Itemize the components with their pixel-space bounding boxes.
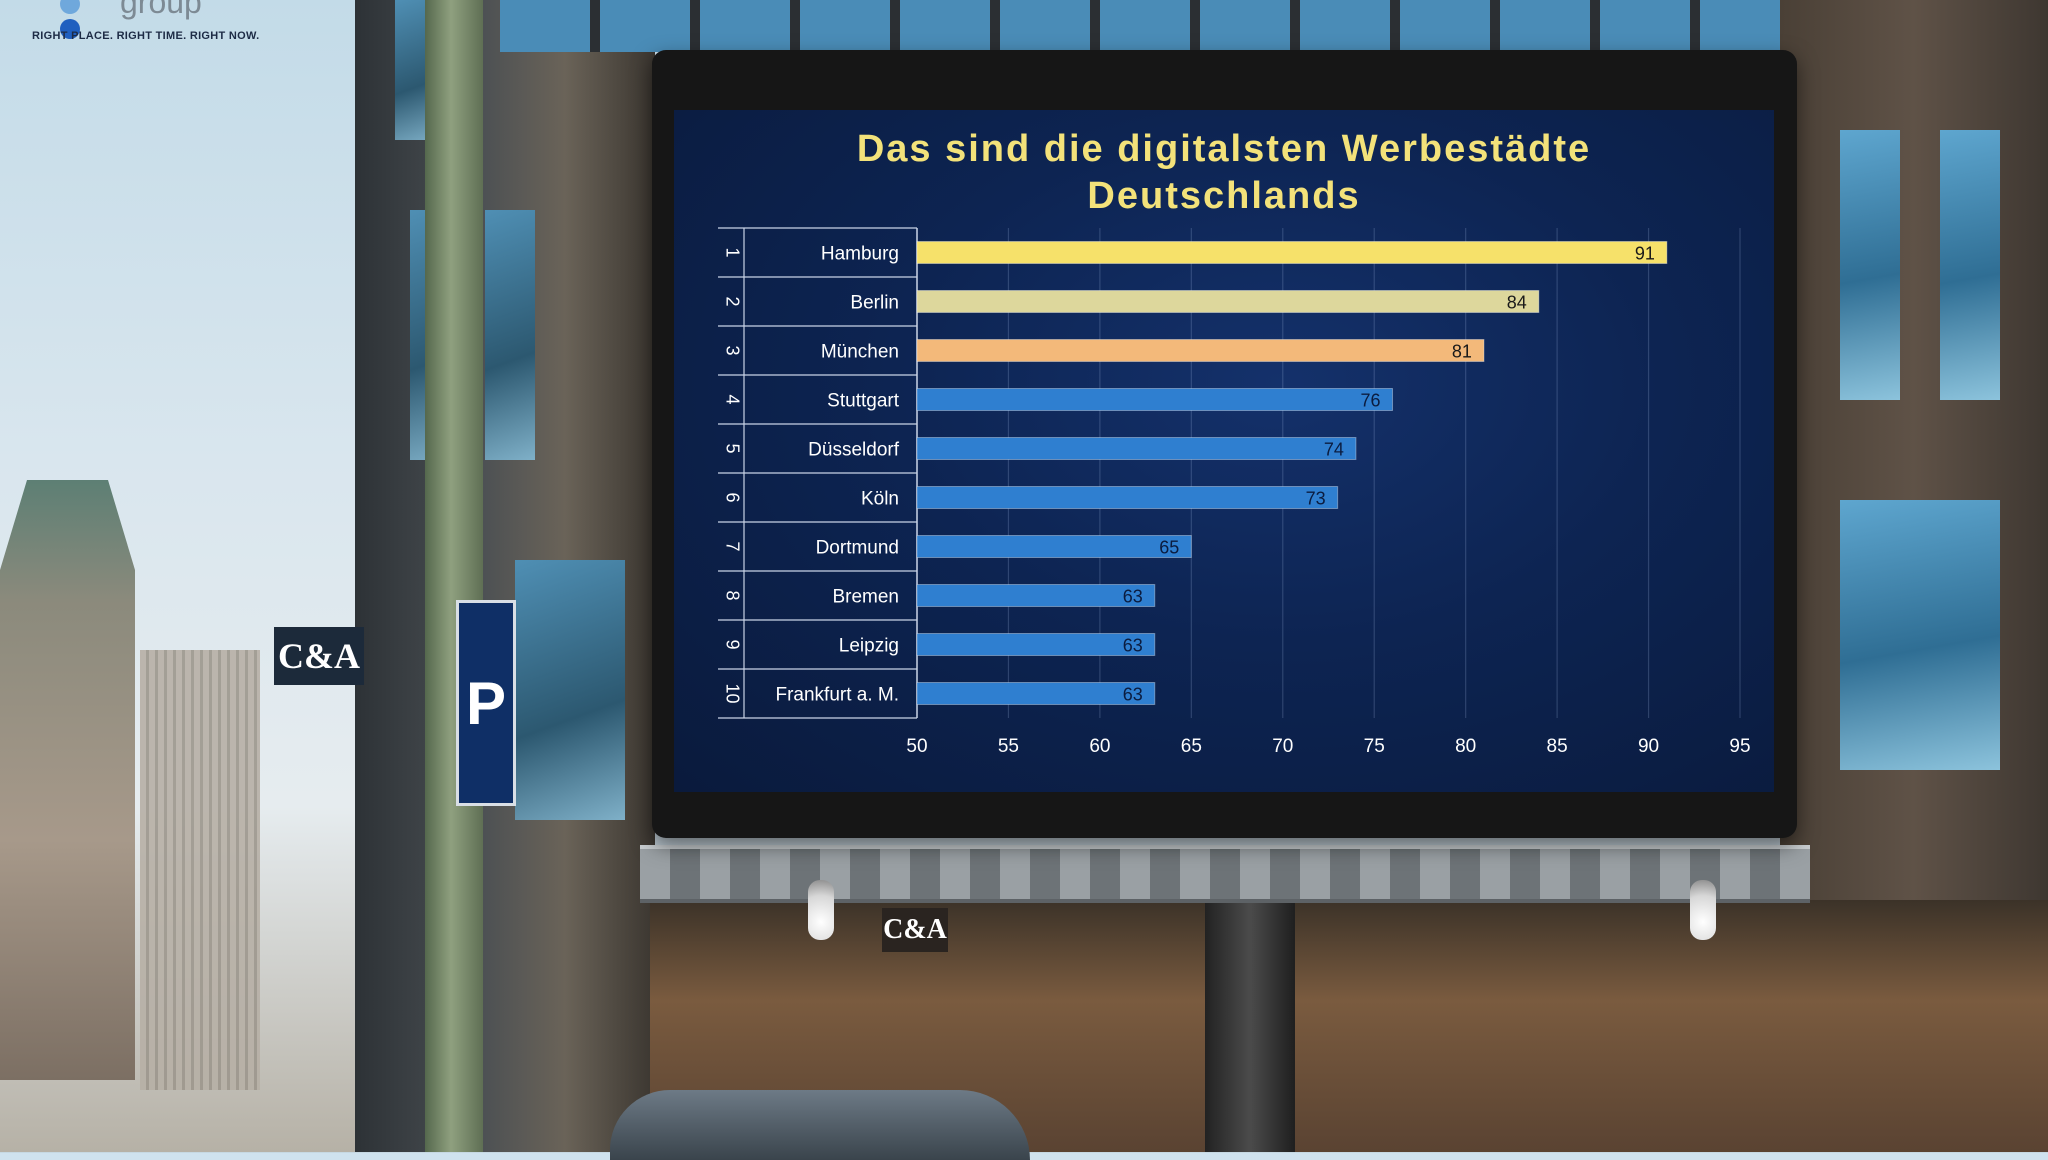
rank-label: 8 (722, 590, 742, 600)
x-tick-label: 95 (1729, 736, 1750, 757)
bar (916, 437, 1357, 460)
value-label: 81 (1452, 342, 1472, 362)
category-label: Bremen (832, 587, 899, 608)
x-tick-label: 70 (1272, 736, 1293, 757)
category-label: München (821, 342, 899, 363)
value-label: 63 (1123, 685, 1143, 705)
value-label: 73 (1306, 489, 1326, 509)
street-pole (425, 0, 483, 1152)
billboard-lamp (1690, 880, 1716, 940)
x-tick-label: 75 (1364, 736, 1385, 757)
category-label: Köln (861, 489, 899, 510)
rank-label: 5 (722, 443, 742, 453)
x-tick-label: 80 (1455, 736, 1476, 757)
bar (916, 584, 1156, 607)
rank-label: 10 (722, 683, 742, 703)
bar (916, 339, 1485, 362)
rank-label: 3 (722, 345, 742, 355)
bar (916, 388, 1394, 411)
car (610, 1090, 1030, 1160)
value-label: 65 (1159, 538, 1179, 558)
bar-chart: 50 55 60 65 70 75 80 85 90 951 Hamburg 912 Berlin 843… (718, 227, 1751, 757)
rank-label: 4 (722, 394, 742, 404)
logo-dot (60, 0, 80, 14)
rank-label: 7 (722, 541, 742, 551)
bar (916, 535, 1192, 558)
parking-sign: P (456, 600, 516, 806)
x-tick-label: 60 (1089, 736, 1110, 757)
category-label: Frankfurt a. M. (775, 685, 899, 706)
x-tick-label: 85 (1547, 736, 1568, 757)
value-label: 63 (1123, 587, 1143, 607)
value-label: 76 (1360, 391, 1380, 411)
ca-sign: C&A (274, 627, 364, 685)
logo-word: group (120, 0, 202, 20)
x-tick-label: 90 (1638, 736, 1659, 757)
rank-label: 6 (722, 492, 742, 502)
category-label: Stuttgart (827, 391, 900, 412)
rank-label: 9 (722, 639, 742, 649)
value-label: 63 (1123, 636, 1143, 656)
x-tick-label: 55 (998, 736, 1019, 757)
category-label: Berlin (850, 293, 899, 314)
billboard-post (1205, 880, 1295, 1152)
chart-title: Das sind die digitalsten Werbestädte Deu… (674, 126, 1774, 220)
billboard-lamp (808, 880, 834, 940)
billboard-light-rig (640, 845, 1810, 903)
bar (916, 290, 1540, 313)
scaffolded-tower (140, 650, 260, 1090)
value-label: 84 (1507, 293, 1527, 313)
category-label: Düsseldorf (808, 440, 900, 461)
logo-dot (60, 19, 80, 39)
rank-label: 1 (722, 247, 742, 257)
category-label: Dortmund (816, 538, 899, 559)
ca-store-sign: C&A (882, 908, 948, 952)
logo-dots (60, 0, 84, 44)
church-tower (0, 480, 135, 1080)
bar (916, 682, 1156, 705)
x-tick-label: 50 (906, 736, 927, 757)
chart-title-line-2: Deutschlands (1087, 175, 1361, 217)
bar (916, 241, 1668, 264)
category-label: Leipzig (839, 636, 899, 657)
x-tick-label: 65 (1181, 736, 1202, 757)
building-left (355, 0, 655, 1152)
chart-title-line-1: Das sind die digitalsten Werbestädte (856, 128, 1592, 170)
value-label: 91 (1635, 244, 1655, 264)
category-label: Hamburg (821, 244, 899, 265)
bar (916, 633, 1156, 656)
rank-label: 2 (722, 296, 742, 306)
value-label: 74 (1324, 440, 1344, 460)
bar (916, 486, 1339, 509)
logo-tagline: RIGHT PLACE. RIGHT TIME. RIGHT NOW. (32, 30, 260, 42)
